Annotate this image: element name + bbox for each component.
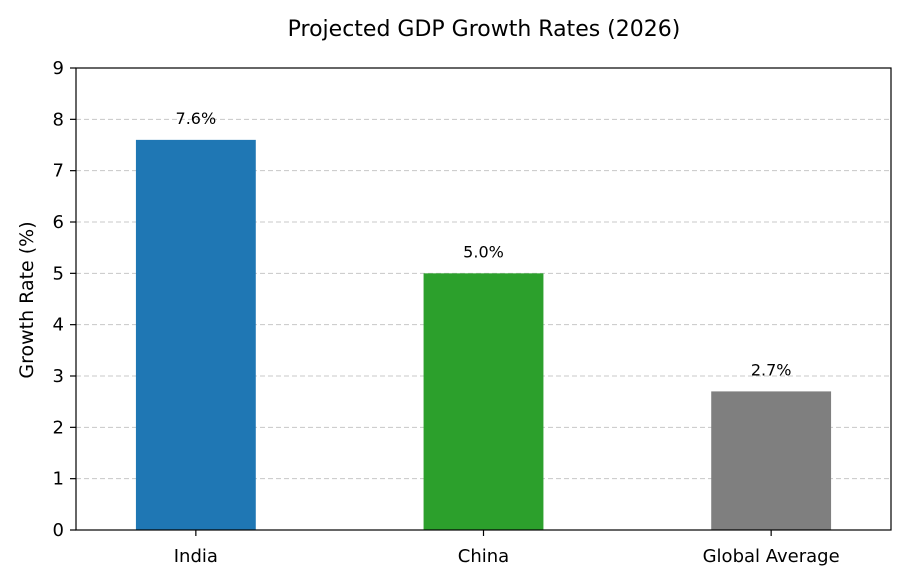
- bar: [423, 273, 544, 530]
- y-tick-label: 8: [53, 109, 64, 130]
- x-tick-label: India: [174, 546, 218, 567]
- y-tick-label: 9: [53, 58, 64, 79]
- bar: [135, 139, 256, 530]
- bars: [135, 139, 832, 530]
- bar-value-label: 7.6%: [176, 109, 217, 128]
- data-labels: 7.6% 5.0% 2.7%: [176, 109, 792, 380]
- y-tick-label: 1: [53, 469, 64, 490]
- y-tick-label: 6: [53, 212, 64, 233]
- x-axis-ticks: India China Global Average: [174, 530, 840, 567]
- y-tick-label: 4: [53, 315, 64, 336]
- y-axis-ticks: 0 1 2 3 4 5 6 7 8 9: [53, 58, 76, 541]
- chart-title: Projected GDP Growth Rates (2026): [288, 17, 681, 42]
- y-axis-label: Growth Rate (%): [16, 221, 38, 378]
- bar-value-label: 5.0%: [463, 242, 504, 261]
- y-tick-label: 3: [53, 366, 64, 387]
- y-tick-label: 0: [53, 520, 64, 541]
- y-tick-label: 5: [53, 263, 64, 284]
- bar-value-label: 2.7%: [751, 360, 792, 379]
- x-tick-label: Global Average: [703, 546, 840, 567]
- y-tick-label: 7: [53, 161, 64, 182]
- bar: [711, 391, 832, 530]
- x-tick-label: China: [458, 546, 509, 567]
- y-tick-label: 2: [53, 417, 64, 438]
